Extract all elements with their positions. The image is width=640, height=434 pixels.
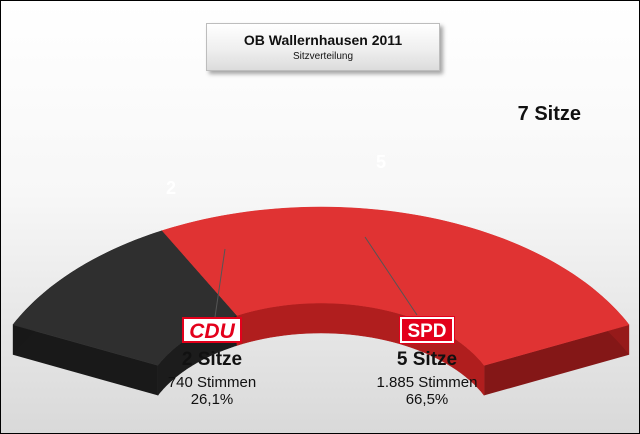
segment-value-label-spd: 5 <box>376 152 386 172</box>
spd-percentage: 66,5% <box>405 391 449 408</box>
label-layer: 25 <box>166 152 386 198</box>
cdu-logo: CDU <box>182 317 242 343</box>
total-seats-label: 7 Sitze <box>517 103 581 125</box>
spd-logo: SPD <box>400 317 454 343</box>
cdu-seats: 2 Sitze <box>181 349 243 370</box>
segment-value-label-cdu: 2 <box>166 178 176 198</box>
party-cdu-column: CDU 2 Sitze 740 Stimmen 26,1% <box>137 317 287 408</box>
arc-right-cap <box>484 324 630 396</box>
spd-votes: 1.885 Stimmen <box>376 374 478 391</box>
leader-layer <box>214 236 418 318</box>
cdu-votes: 740 Stimmen <box>167 374 257 391</box>
arc-segment-spd <box>161 206 630 366</box>
chart-title: OB Wallernhausen 2011 <box>243 32 403 48</box>
arc-left-cap <box>12 324 158 396</box>
arc-layer <box>12 206 630 397</box>
spd-seats: 5 Sitze <box>396 349 458 370</box>
leader-line-cdu <box>214 248 226 318</box>
chart-subtitle: Sitzverteilung <box>292 51 354 62</box>
party-spd-column: SPD 5 Sitze 1.885 Stimmen 66,5% <box>352 317 502 408</box>
cdu-percentage: 26,1% <box>190 391 234 408</box>
leader-line-spd <box>364 236 418 316</box>
title-box: OB Wallernhausen 2011 Sitzverteilung <box>206 23 440 71</box>
